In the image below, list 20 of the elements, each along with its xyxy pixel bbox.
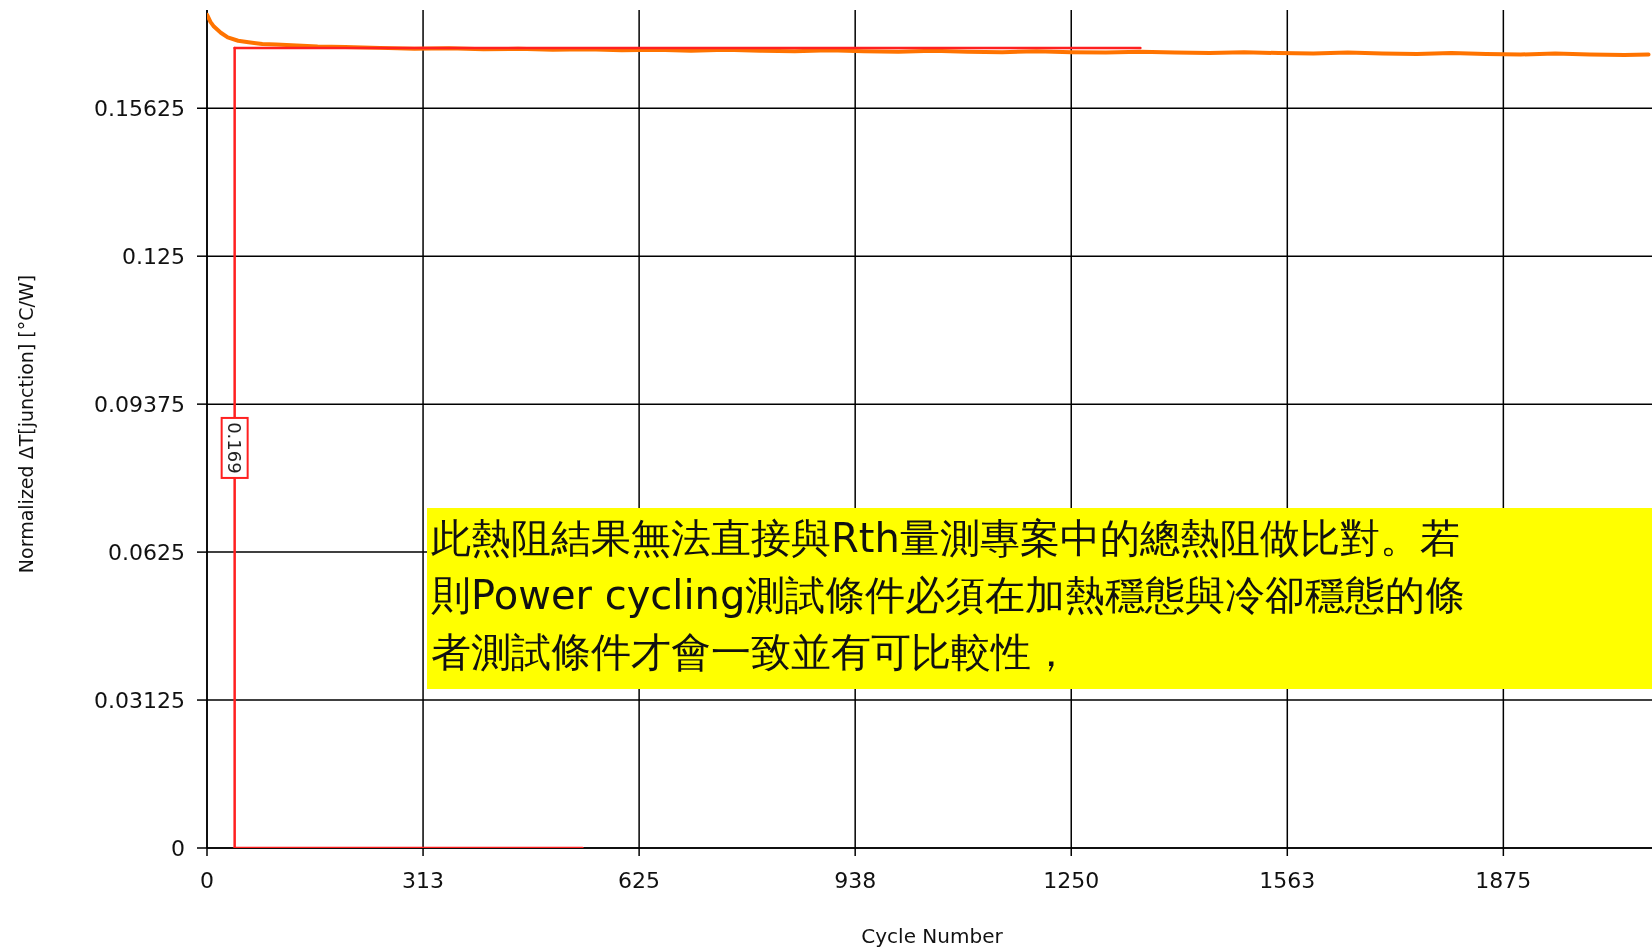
y-tick-label: 0.15625 bbox=[94, 96, 185, 122]
annotation: 0.169 bbox=[223, 422, 245, 474]
x-tick-label: 1875 bbox=[1475, 868, 1532, 893]
x-axis-title: Cycle Number bbox=[861, 924, 1004, 948]
x-tick-label: 1250 bbox=[1043, 868, 1100, 893]
x-tick-label: 313 bbox=[402, 868, 445, 893]
x-tick-label: 1563 bbox=[1259, 868, 1316, 893]
y-tick-label: 0.125 bbox=[122, 244, 185, 270]
annotation: 則Power cycling測試條件必須在加熱穩態與冷卻穩態的條 bbox=[431, 572, 1466, 618]
note: 此熱阻結果無法直接與Rth量測專案中的總熱阻做比對。若 則Power cycling測試條件必須在加熱穩態與冷卻穩態的條 者測試條件才會一致並有可比較性， bbox=[427, 508, 1652, 689]
x-tick-label: 0 bbox=[200, 868, 214, 893]
y-tick-label: 0.0625 bbox=[108, 540, 185, 566]
y-tick-label: 0 bbox=[171, 836, 185, 861]
x-tick-label: 625 bbox=[618, 868, 661, 893]
y-tick-label: 0.03125 bbox=[94, 688, 185, 714]
x-tick-label: 938 bbox=[834, 868, 877, 893]
y-tick-label: 0.09375 bbox=[94, 392, 185, 418]
annotation: 此熱阻結果無法直接與Rth量測專案中的總熱阻做比對。若 bbox=[431, 515, 1460, 561]
y-axis-title: Normalized ΔT[junction] [°C/W] bbox=[15, 274, 37, 574]
annotation: 者測試條件才會一致並有可比較性， bbox=[431, 629, 1071, 675]
